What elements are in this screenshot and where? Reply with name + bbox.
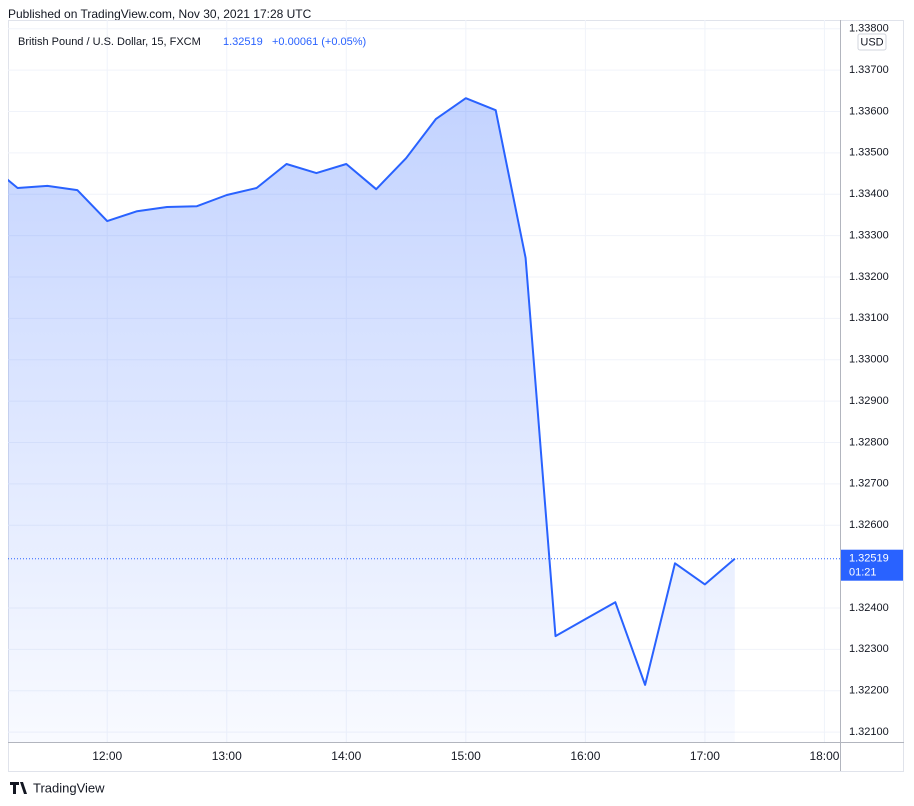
y-tick-label: 1.32100 (849, 726, 889, 738)
y-tick-label: 1.33300 (849, 229, 889, 241)
y-tick-label: 1.32900 (849, 395, 889, 407)
y-tick-label: 1.32300 (849, 643, 889, 655)
y-tick-label: 1.32700 (849, 478, 889, 490)
x-tick-label: 13:00 (212, 749, 242, 763)
countdown-label: 01:21 (849, 567, 877, 579)
logo-icon (10, 782, 27, 794)
currency-box (857, 33, 887, 51)
x-tick-label: 12:00 (92, 749, 122, 763)
y-tick-label: 1.33400 (849, 188, 889, 200)
last-price-box (841, 549, 903, 581)
y-tick-label: 1.33600 (849, 105, 889, 117)
price-change: +0.00061 (+0.05%) (272, 36, 366, 48)
overlay: 1.32100 1.32200 1.32300 1.32400 1.32600 1.327… (92, 23, 903, 763)
y-tick-label: 1.33700 (849, 64, 889, 76)
logo: TradingView (10, 780, 105, 795)
last-price: 1.32519 (223, 36, 263, 48)
currency: USD (860, 36, 883, 48)
area-fill (8, 98, 735, 742)
published: Published on TradingView.com, Nov 30, 20… (8, 7, 312, 21)
y-tick-label: 1.33800 (849, 23, 889, 35)
last-price-label: 1.32519 (849, 553, 889, 565)
x-tick-label: 16:00 (570, 749, 600, 763)
logo-text: TradingView (33, 780, 105, 795)
y-tick-label: 1.33100 (849, 312, 889, 324)
price-line (8, 97, 736, 686)
y-tick-label: 1.32600 (849, 519, 889, 531)
y-tick-label: 1.33000 (849, 354, 889, 366)
x-tick-label: 14:00 (331, 749, 361, 763)
y-tick-label: 1.32400 (849, 602, 889, 614)
x-tick-label: 17:00 (690, 749, 720, 763)
x-tick-label: 15:00 (451, 749, 481, 763)
plot-area (8, 20, 840, 742)
y-tick-label: 1.32200 (849, 685, 889, 697)
y-tick-label: 1.32800 (849, 436, 889, 448)
x-tick-label: 18:00 (809, 749, 839, 763)
y-tick-label: 1.33500 (849, 147, 889, 159)
chart-title: British Pound / U.S. Dollar, 15, FXCM (18, 36, 201, 48)
y-tick-label: 1.33200 (849, 271, 889, 283)
